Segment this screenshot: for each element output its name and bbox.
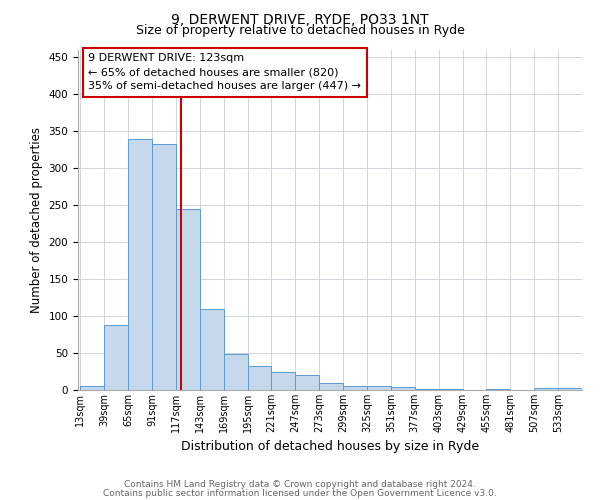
- X-axis label: Distribution of detached houses by size in Ryde: Distribution of detached houses by size …: [181, 440, 479, 454]
- Bar: [534, 388, 558, 390]
- Bar: [367, 386, 391, 390]
- Bar: [487, 388, 511, 390]
- Bar: [128, 138, 152, 390]
- Bar: [558, 388, 582, 390]
- Bar: [343, 386, 367, 390]
- Text: Contains HM Land Registry data © Crown copyright and database right 2024.: Contains HM Land Registry data © Crown c…: [124, 480, 476, 489]
- Bar: [248, 366, 271, 390]
- Bar: [391, 387, 415, 390]
- Bar: [176, 209, 200, 390]
- Bar: [200, 310, 224, 390]
- Bar: [271, 372, 295, 390]
- Text: 9 DERWENT DRIVE: 123sqm
← 65% of detached houses are smaller (820)
35% of semi-d: 9 DERWENT DRIVE: 123sqm ← 65% of detache…: [88, 54, 361, 92]
- Y-axis label: Number of detached properties: Number of detached properties: [30, 127, 43, 313]
- Text: Contains public sector information licensed under the Open Government Licence v3: Contains public sector information licen…: [103, 488, 497, 498]
- Bar: [224, 354, 248, 390]
- Bar: [415, 388, 439, 390]
- Bar: [104, 325, 128, 390]
- Text: Size of property relative to detached houses in Ryde: Size of property relative to detached ho…: [136, 24, 464, 37]
- Bar: [152, 144, 176, 390]
- Bar: [80, 386, 104, 390]
- Bar: [295, 375, 319, 390]
- Bar: [319, 382, 343, 390]
- Text: 9, DERWENT DRIVE, RYDE, PO33 1NT: 9, DERWENT DRIVE, RYDE, PO33 1NT: [171, 12, 429, 26]
